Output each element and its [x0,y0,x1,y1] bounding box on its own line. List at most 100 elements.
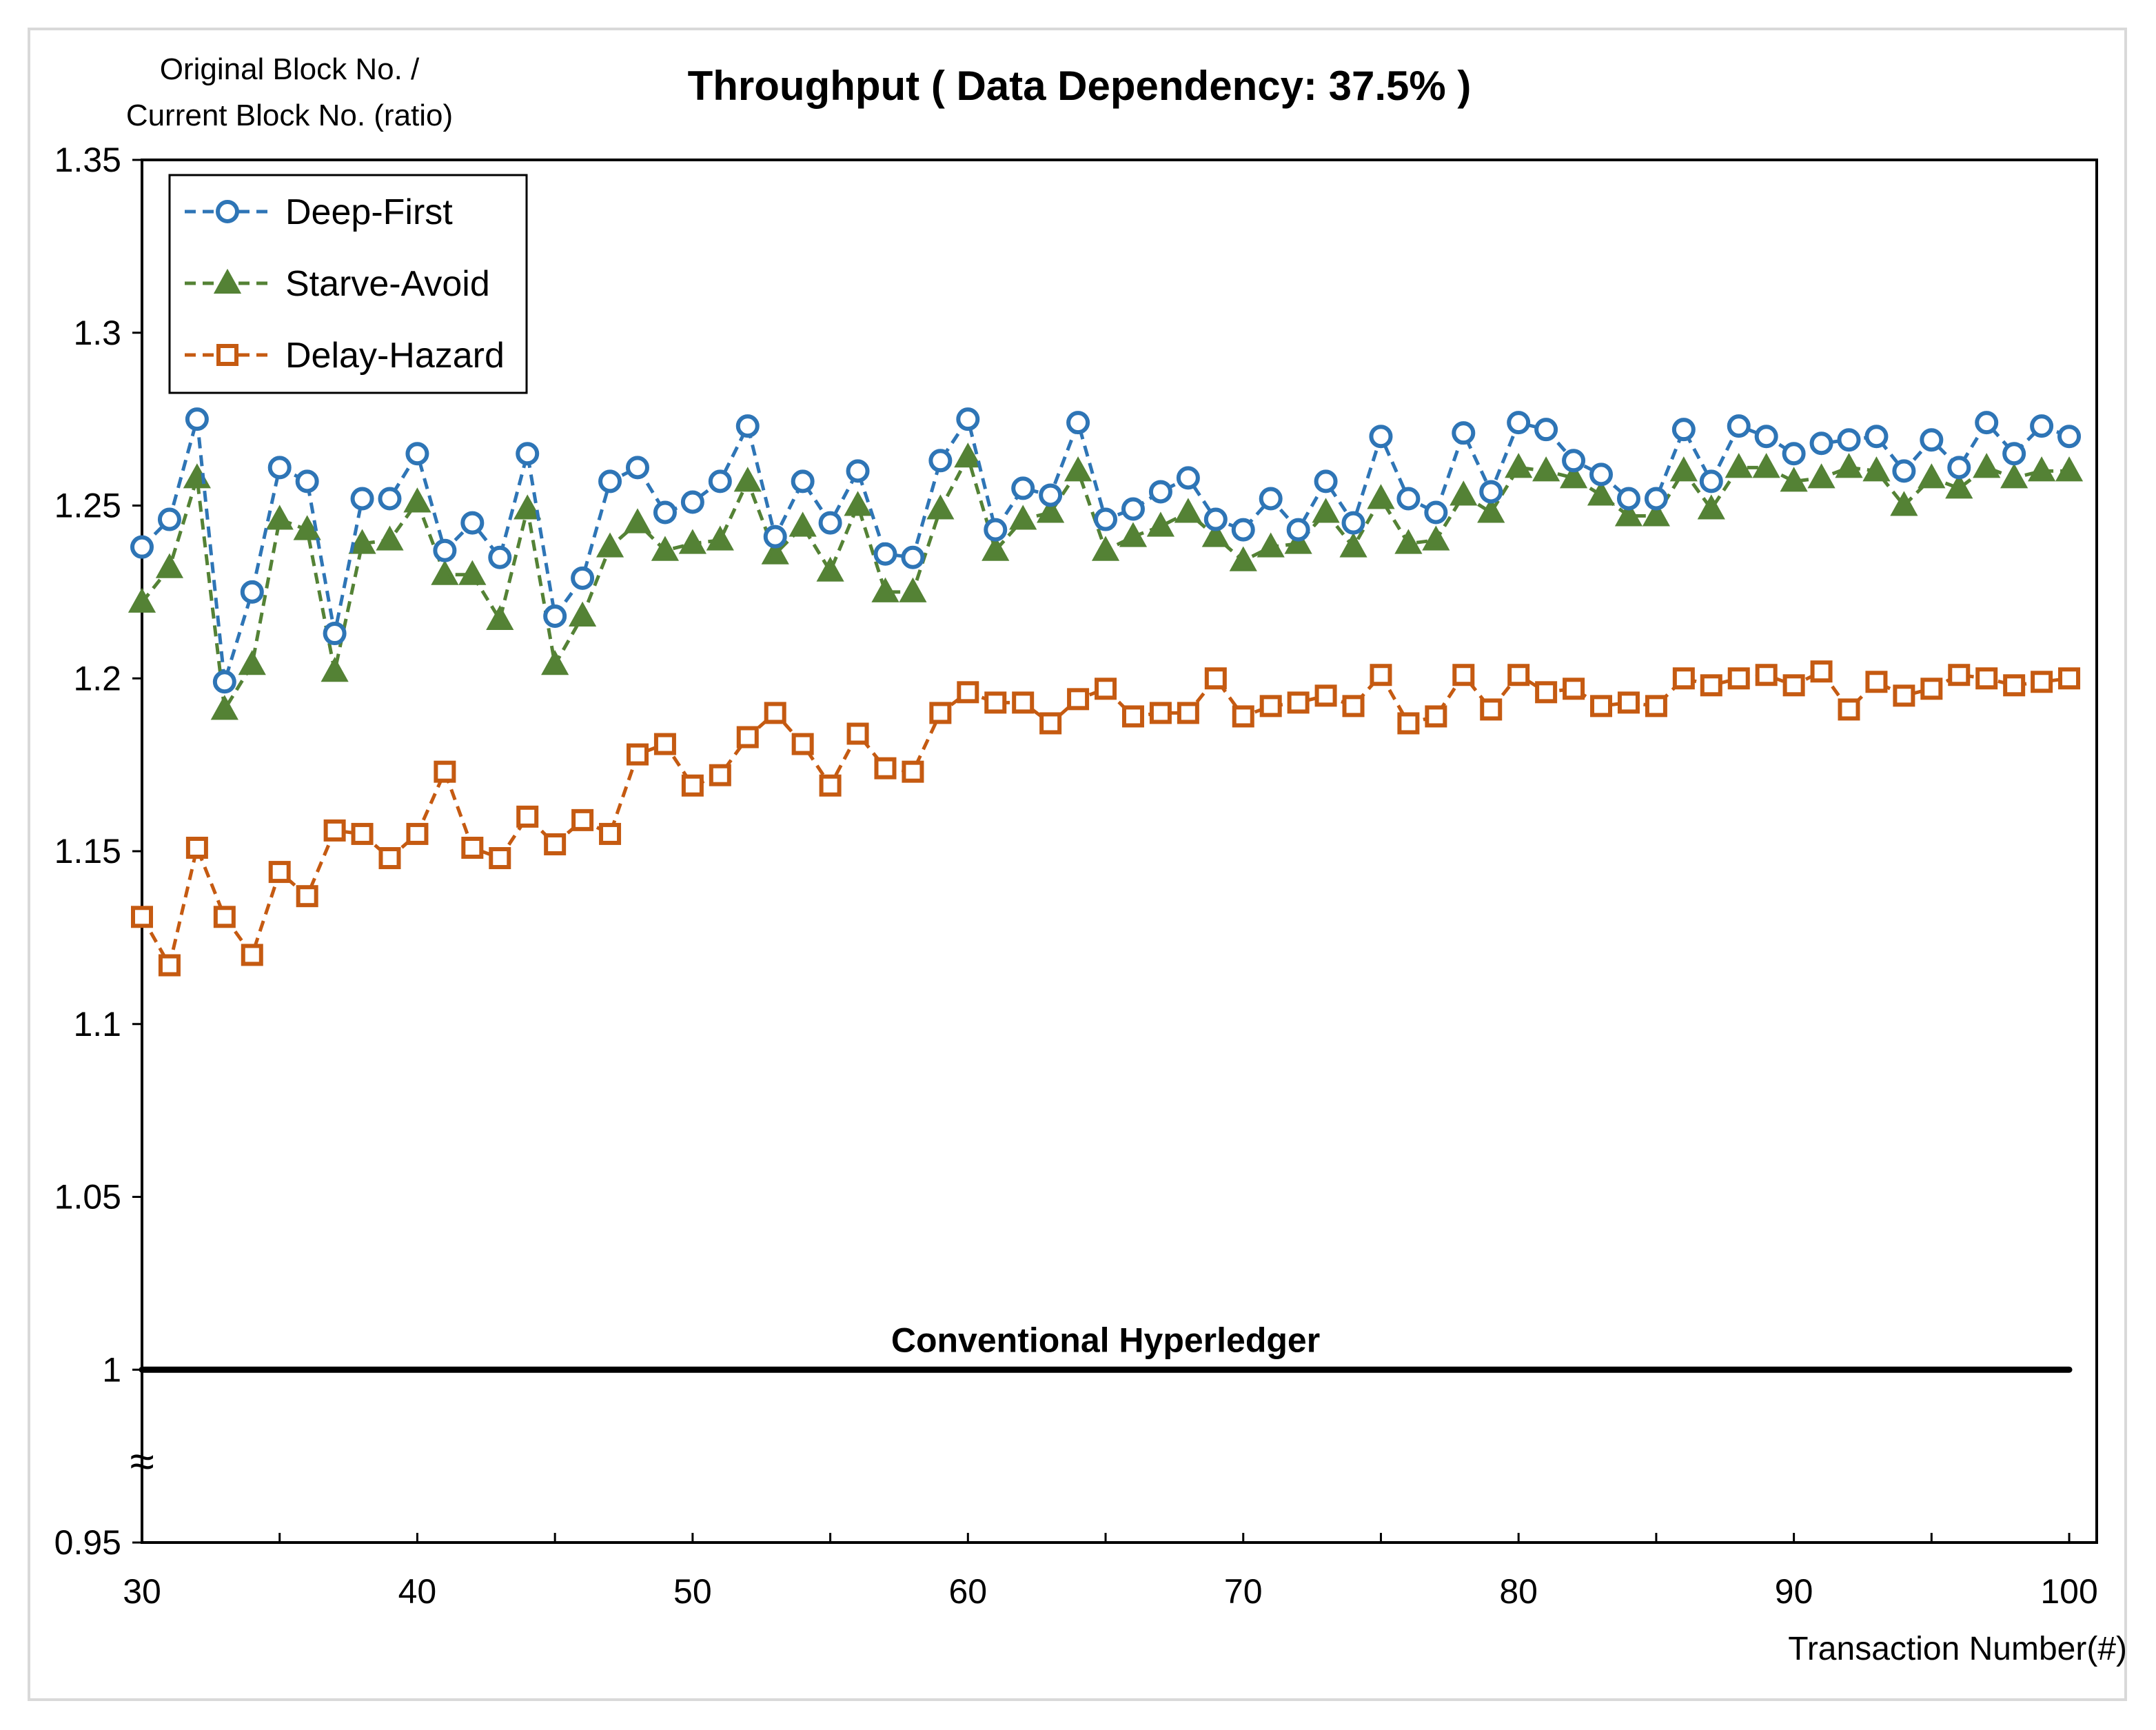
data-point [1204,667,1227,690]
data-point [1672,667,1695,690]
data-point [1091,536,1120,561]
data-point [544,833,567,855]
data-point [1286,518,1310,542]
data-point [1341,511,1365,535]
data-point [1422,525,1450,551]
legend-label: Delay-Hazard [285,336,505,376]
data-point [1094,507,1118,531]
data-point [185,407,209,431]
data-point [1396,487,1421,511]
data-point [1342,695,1365,718]
series-delay-hazard [131,660,2081,977]
data-point [1752,453,1780,478]
data-point [1780,467,1808,492]
data-point [1450,480,1478,506]
y-axis-break-symbol: ≈ [130,1436,154,1486]
data-point [1809,431,1833,456]
data-point [1259,695,1282,718]
data-point [626,743,649,766]
data-point [1920,678,1943,700]
x-tick-label: 60 [948,1572,987,1611]
data-point [431,560,459,585]
data-point [1699,469,1723,493]
data-point [351,822,374,845]
data-point [1589,462,1614,487]
legend-marker [213,268,242,294]
data-point [240,580,264,604]
y-tick-label: 1.05 [54,1178,121,1217]
axis-ticks: 0.95 1 1.05 1.1 1.15 1.2 1.25 1.3 1.35 30 40 50 60 70… [54,141,2098,1611]
data-point [1918,463,1946,489]
data-point [1369,425,1393,449]
data-point [185,836,208,859]
y-tick-label: 1.2 [73,659,121,698]
data-point [2003,674,2026,697]
data-point [1920,428,1944,452]
y-tick-label: 1 [102,1350,121,1389]
data-point [2057,425,2082,449]
data-point [406,822,429,845]
data-point [488,545,512,569]
data-point [2055,456,2084,482]
data-point [516,805,539,828]
data-point [599,822,622,845]
data-point [735,414,760,438]
y-tick-label: 1.1 [73,1005,121,1044]
data-point [984,691,1007,714]
data-point [956,407,980,431]
data-point [1645,695,1667,718]
data-point [2031,671,2053,693]
reference-line-label: Conventional Hyperledger [891,1321,1320,1359]
data-point [899,577,927,602]
data-point [1562,449,1586,473]
data-point [157,507,181,531]
data-point [323,819,346,842]
data-point [1947,456,1971,480]
data-point [1039,712,1062,735]
data-point [708,469,732,493]
data-point [1119,522,1148,547]
data-point [1559,463,1588,489]
data-point [706,525,734,551]
data-point [1754,425,1778,449]
data-point [434,760,456,783]
data-point [926,494,955,520]
data-point [954,442,982,468]
data-point [1479,480,1503,504]
data-point [846,459,870,483]
data-point [1535,681,1558,704]
data-point [1121,705,1144,728]
data-point [1864,425,1889,449]
x-tick-label: 90 [1775,1572,1813,1611]
data-point [1700,674,1722,697]
data-point [1037,498,1065,523]
data-point [1314,684,1337,707]
data-point [128,587,156,613]
data-point [267,456,292,480]
x-tick-label: 50 [673,1572,712,1611]
data-point [844,491,872,516]
data-point [569,601,597,627]
data-point [929,702,952,724]
data-point [1669,456,1698,482]
reference-line-group: Conventional Hyperledger [139,1321,2073,1373]
data-point [1838,698,1860,721]
data-point [1945,474,1973,499]
data-point [1174,498,1202,523]
data-point [957,681,979,704]
data-point [982,536,1010,561]
y-tick-label: 0.95 [54,1523,121,1562]
data-point [928,449,953,473]
legend-label: Starve-Avoid [285,264,490,304]
data-point [1425,705,1447,728]
data-point [1394,529,1423,554]
data-point [1507,411,1531,435]
data-point [268,861,291,884]
data-point [1782,442,1806,466]
data-point [323,622,347,646]
series-starve-avoid [128,442,2084,720]
x-tick-label: 30 [123,1572,161,1611]
data-point [541,650,569,675]
data-point [1312,498,1340,523]
